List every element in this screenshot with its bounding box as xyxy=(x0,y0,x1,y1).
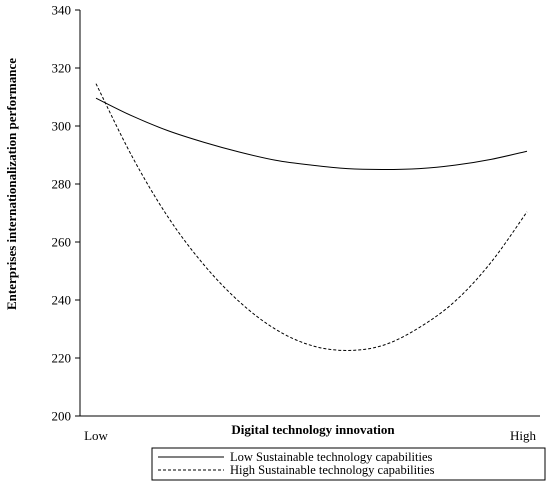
legend-label-low: Low Sustainable technology capabilities xyxy=(230,450,433,464)
y-tick-label-3: 260 xyxy=(52,235,72,250)
x-tick-label-high: High xyxy=(510,428,537,443)
y-tick-label-4: 280 xyxy=(52,177,72,192)
y-axis: 200 220 240 260 280 300 320 340 xyxy=(52,3,81,424)
y-tick-label-7: 340 xyxy=(52,3,72,18)
y-tick-label-5: 300 xyxy=(52,119,72,134)
legend: Low Sustainable technology capabilities … xyxy=(151,447,546,481)
legend-box xyxy=(151,447,546,481)
x-axis-title: Digital technology innovation xyxy=(231,422,395,437)
legend-label-high: High Sustainable technology capabilities xyxy=(230,463,435,477)
y-tick-label-6: 320 xyxy=(52,61,72,76)
x-tick-label-low: Low xyxy=(84,428,108,443)
y-axis-title: Enterprises internationalization perform… xyxy=(4,58,19,310)
y-tick-label-1: 220 xyxy=(52,351,72,366)
y-tick-label-2: 240 xyxy=(52,293,72,308)
series-layer xyxy=(95,83,528,351)
series-line-low xyxy=(95,97,528,171)
y-tick-label-0: 200 xyxy=(52,409,72,424)
series-line-high xyxy=(95,83,528,351)
